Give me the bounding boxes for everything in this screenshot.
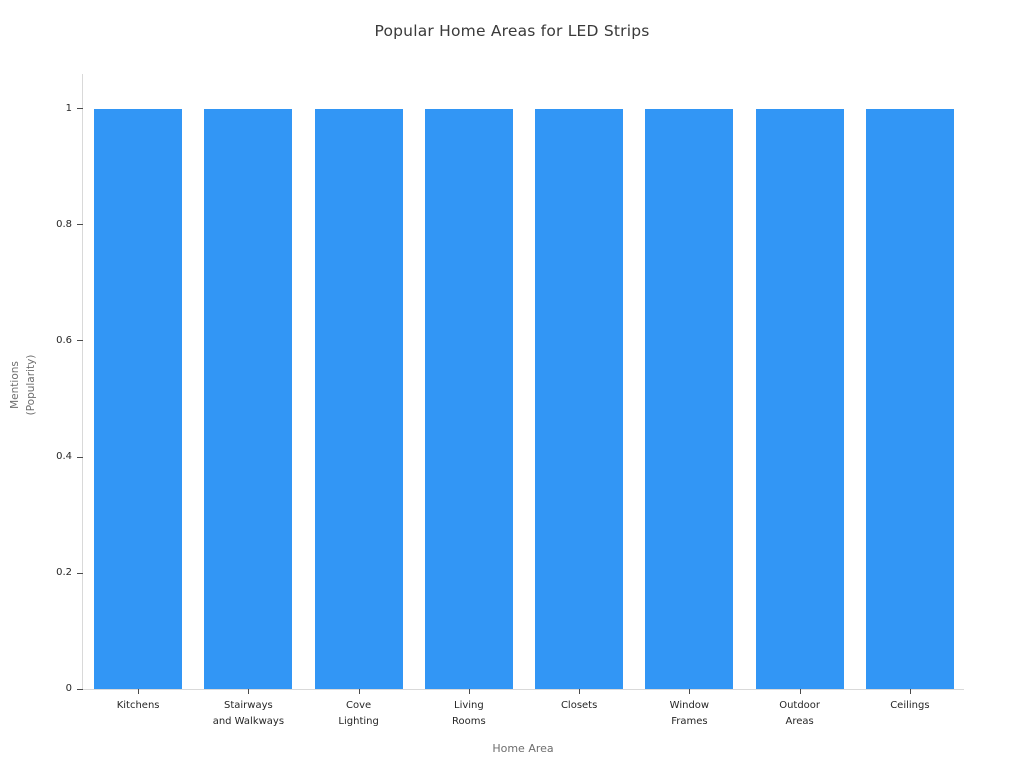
x-tick-mark (358, 689, 360, 694)
plot-area: Kitchens Stairways and Walkways Cove Light… (56, 74, 964, 727)
x-tick-mark (689, 689, 691, 694)
y-tick-label: 1 (65, 102, 72, 114)
y-tick-mark (77, 688, 83, 690)
y-tick-label: 0.6 (56, 334, 72, 346)
bar-closets (535, 108, 624, 689)
y-tick-mark (77, 224, 83, 226)
y-tick-mark (77, 108, 83, 110)
x-tick-mark (138, 689, 140, 694)
bar-stairways (204, 108, 293, 689)
y-tick-label: 0.4 (56, 451, 72, 462)
x-tick-label: Ceilings (890, 700, 930, 711)
x-tick-label: Outdoor Areas (779, 700, 821, 727)
bar-window (645, 108, 734, 689)
x-tick-mark (579, 689, 581, 694)
x-tick-mark (468, 689, 470, 694)
y-axis-label: Mentions (Popularity) (9, 354, 37, 416)
x-tick-label: Cove Lighting (338, 700, 379, 727)
x-tick-label: Closets (560, 700, 598, 711)
x-tick-label: Window Frames (669, 700, 710, 727)
x-tick-mark (909, 689, 911, 694)
y-tick-mark (77, 456, 83, 458)
y-tick-mark (77, 572, 83, 574)
y-tick-label: 0 (65, 683, 72, 694)
x-axis-label: Home Area (492, 742, 554, 755)
bar-living (424, 108, 513, 689)
x-tick-label: Living Rooms (452, 700, 486, 727)
bar-ceilings (865, 108, 954, 689)
chart-title: Popular Home Areas for LED Strips (374, 22, 650, 40)
x-tick-mark (248, 689, 250, 694)
x-tick-mark (799, 689, 801, 694)
y-tick-label: 0.8 (56, 218, 72, 230)
bar-kitchens (94, 108, 183, 689)
x-tick-label: Stairways and Walkways (212, 700, 285, 727)
bar-cove (314, 108, 403, 689)
bar-outdoor (755, 108, 844, 689)
x-tick-label: Kitchens (116, 700, 160, 711)
y-tick-mark (77, 340, 83, 342)
y-tick-label: 0.2 (56, 567, 72, 578)
